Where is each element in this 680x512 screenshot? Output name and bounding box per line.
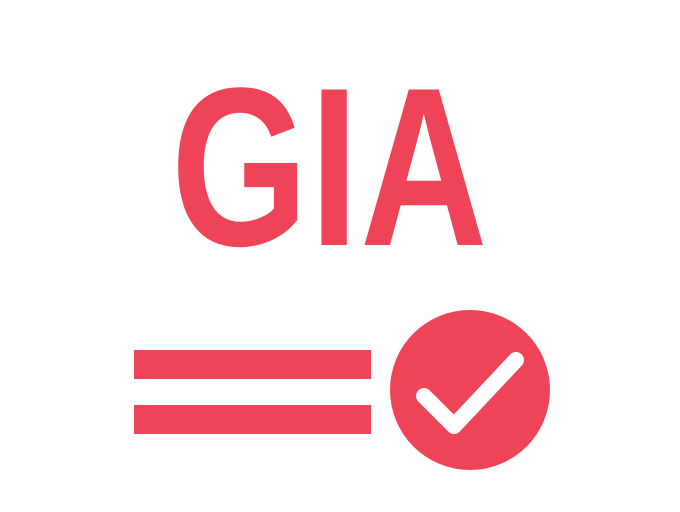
bottom-line-bar <box>134 405 371 434</box>
gia-logo-text: GIA <box>170 40 490 293</box>
top-line-bar <box>134 350 371 379</box>
check-circle-background <box>390 310 550 470</box>
check-mark <box>416 352 524 434</box>
check-circle-icon <box>390 310 550 470</box>
